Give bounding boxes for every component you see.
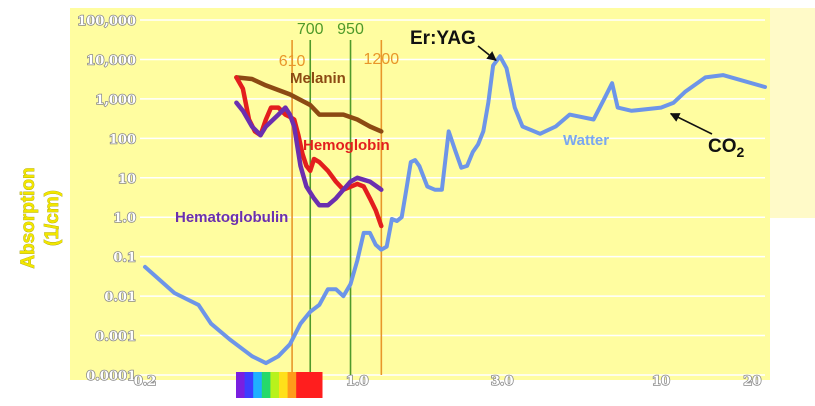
annotation-eryag-arrow — [477, 45, 497, 61]
spectrum-band — [287, 372, 297, 398]
annotation-co2-main: CO — [708, 136, 737, 157]
y-tick-labels: 0.0001 0.001 0.01 0.1 1.0 10 100 1,000 10,000 100… — [76, 13, 136, 385]
spectrum-band — [304, 372, 314, 398]
y-tick-100: 100 — [109, 132, 136, 147]
x-tick-10: 10 — [652, 374, 670, 389]
y-axis-unit: (1/cm) — [42, 190, 63, 246]
y-axis-label: Absorption — [18, 167, 39, 268]
y-tick-0-01: 0.01 — [104, 290, 136, 305]
series-hematoglobulin-line — [234, 100, 384, 208]
series-melanin-line — [234, 75, 384, 134]
series-label-hemoglobin: Hemoglobin — [303, 137, 390, 154]
y-tick-0-1: 0.1 — [113, 251, 136, 266]
y-tick-1-000: 1,000 — [95, 93, 136, 108]
x-tick-0-2: 0.2 — [134, 374, 157, 389]
x-tick-3-0: 3.0 — [491, 374, 514, 389]
annotation-co2-sub: 2 — [737, 144, 745, 160]
spectrum-band — [279, 372, 289, 398]
y-tick-0-001: 0.001 — [95, 330, 136, 345]
plot-area — [70, 8, 770, 380]
x-tick-labels: 0.2 1.0 3.0 10 20 — [133, 373, 762, 390]
spectrum-band — [261, 372, 271, 398]
visible-spectrum-bar — [236, 372, 323, 398]
series-label-hematoglobulin: Hematoglobulin — [175, 209, 288, 226]
series-labels: Watter Melanin Hemoglobin Hematoglobulin — [175, 70, 609, 226]
x-tick-1-0: 1.0 — [346, 374, 369, 389]
y-tick-10-000: 10,000 — [86, 53, 136, 68]
series-label-melanin: Melanin — [290, 70, 346, 87]
annotation-co2: CO2 — [708, 136, 745, 160]
y-tick-100-000: 100,000 — [77, 14, 136, 29]
spectrum-band — [244, 372, 254, 398]
spectrum-band — [313, 372, 323, 398]
plot-right-panel — [770, 8, 815, 218]
absorption-curves — [143, 54, 767, 366]
spectrum-band — [296, 372, 306, 398]
marker-label-1200: 1200 — [364, 51, 400, 68]
spectrum-band — [236, 372, 246, 398]
marker-label-950: 950 — [337, 21, 364, 38]
annotation-eryag: Er:YAG — [410, 28, 476, 49]
x-tick-20: 20 — [743, 374, 761, 389]
marker-label-610: 610 — [279, 53, 306, 70]
series-label-watter: Watter — [563, 132, 609, 149]
y-tick-1-0: 1.0 — [113, 211, 136, 226]
annotation-co2-arrow — [669, 112, 713, 135]
series-watter-line — [143, 54, 767, 366]
y-tick-10: 10 — [118, 172, 136, 187]
spectrum-band — [253, 372, 263, 398]
spectrum-band — [270, 372, 280, 398]
y-tick-0-0001: 0.0001 — [86, 369, 136, 384]
annotations: Er:YAG CO2 — [410, 28, 745, 160]
marker-label-700: 700 — [297, 21, 324, 38]
